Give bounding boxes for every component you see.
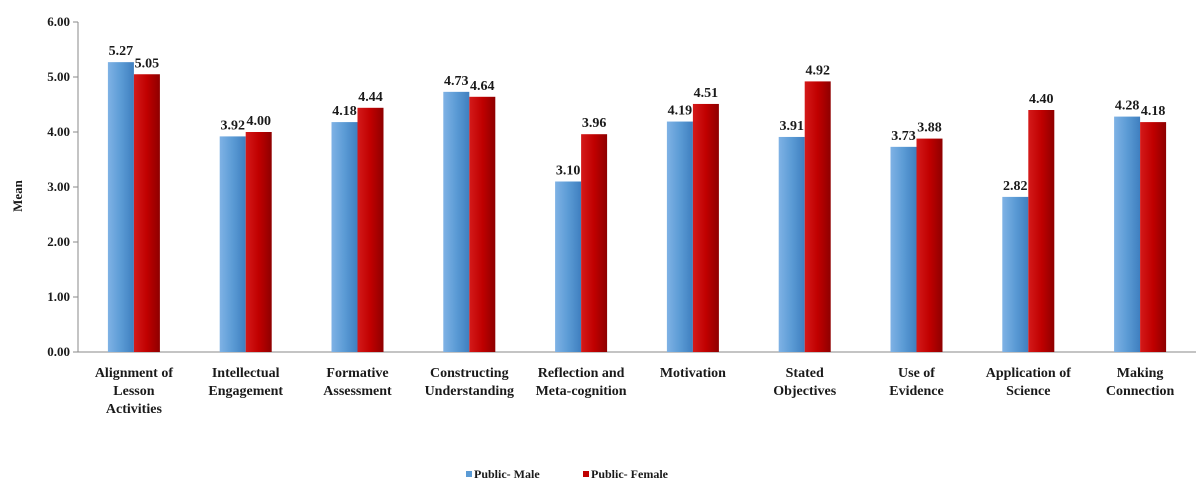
- bar-male: [555, 181, 582, 352]
- bar-female: [581, 134, 608, 352]
- y-tick-label: 5.00: [47, 69, 70, 84]
- legend-swatch-male: [466, 471, 472, 477]
- category-label-line: Understanding: [425, 384, 514, 399]
- category-label-line: Lesson: [113, 384, 154, 399]
- legend-swatch-female: [583, 471, 589, 477]
- data-label: 4.19: [668, 104, 693, 119]
- bars: [107, 62, 1167, 353]
- data-label: 4.40: [1029, 92, 1054, 107]
- bar-female: [1140, 122, 1167, 352]
- bar-male: [778, 136, 805, 352]
- bar-female: [1028, 110, 1055, 352]
- bar-male: [443, 91, 470, 352]
- data-label: 4.44: [358, 90, 383, 105]
- category-labels: Alignment of Lesson Activities Intellectual…: [95, 366, 1175, 417]
- bar-female: [804, 81, 831, 353]
- data-label: 4.92: [805, 63, 830, 78]
- category-label: Stated Objectives: [773, 366, 837, 399]
- bar-female: [916, 138, 943, 352]
- category-label-line: Stated: [786, 366, 824, 381]
- data-label: 3.73: [891, 129, 916, 144]
- bar-female: [469, 96, 496, 352]
- category-label-line: Objectives: [773, 384, 837, 399]
- bar-female: [245, 132, 272, 352]
- data-labels: 5.275.053.92 4.004.184.444.73 4.643.103.96…: [109, 44, 1166, 194]
- category-label: Intellectual Engagement: [208, 366, 283, 399]
- category-label-line: Science: [1006, 384, 1050, 399]
- y-tick-label: 3.00: [47, 179, 70, 194]
- category-label-line: Intellectual: [212, 366, 280, 381]
- category-label-line: Reflection and: [538, 366, 625, 381]
- data-label: 5.27: [109, 44, 134, 59]
- y-axis-label: Mean: [10, 179, 25, 212]
- y-tick-label: 0.00: [47, 344, 70, 359]
- bar-female: [133, 74, 160, 352]
- data-label: 3.10: [556, 164, 581, 179]
- category-label-line: Meta-cognition: [536, 384, 627, 399]
- legend-label-female: Public- Female: [591, 467, 669, 481]
- category-label-line: Connection: [1106, 384, 1175, 399]
- bar-male: [666, 121, 693, 352]
- data-label: 4.51: [694, 86, 719, 101]
- category-label: Use of Evidence: [889, 366, 943, 399]
- data-label: 3.91: [779, 119, 804, 134]
- data-label: 4.28: [1115, 99, 1140, 114]
- category-label-line: Use of: [898, 366, 935, 381]
- data-label: 3.88: [917, 121, 942, 136]
- category-label-line: Assessment: [323, 384, 392, 399]
- y-tick-label: 2.00: [47, 234, 70, 249]
- y-tick-label: 6.00: [47, 14, 70, 29]
- bar-male: [1114, 116, 1141, 352]
- bar-male: [107, 62, 134, 353]
- bar-male: [331, 122, 358, 352]
- bar-male: [890, 146, 917, 352]
- data-label: 4.18: [1141, 104, 1166, 119]
- data-label: 4.18: [332, 104, 357, 119]
- data-label: 4.73: [444, 74, 469, 89]
- data-label: 4.00: [246, 114, 271, 129]
- category-label-line: Motivation: [660, 366, 726, 381]
- category-label-line: Alignment of: [95, 366, 174, 381]
- data-label: 4.64: [470, 79, 495, 94]
- data-label: 5.05: [135, 56, 160, 71]
- category-label-line: Engagement: [208, 384, 283, 399]
- category-label-line: Constructing: [430, 366, 509, 381]
- legend: Public- Male Public- Female: [466, 467, 669, 481]
- category-label-line: Making: [1117, 366, 1164, 381]
- category-label-line: Application of: [986, 366, 1072, 381]
- bar-female: [692, 103, 719, 352]
- bar-female: [357, 107, 384, 352]
- data-label: 3.96: [582, 116, 607, 131]
- category-label: Formative Assessment: [323, 366, 392, 399]
- category-label-line: Formative: [326, 366, 388, 381]
- category-label: Reflection and Meta-cognition: [536, 366, 627, 399]
- data-label: 3.92: [220, 118, 245, 133]
- category-label-line: Activities: [106, 402, 163, 417]
- category-label: Application of Science: [986, 366, 1072, 399]
- y-tick-label: 4.00: [47, 124, 70, 139]
- category-label: Constructing Understanding: [425, 366, 514, 399]
- category-label: Alignment of Lesson Activities: [95, 366, 174, 417]
- legend-label-male: Public- Male: [474, 467, 540, 481]
- bar-male: [219, 136, 246, 352]
- category-label-line: Evidence: [889, 384, 943, 399]
- bar-male: [1002, 196, 1029, 352]
- category-label: Motivation: [660, 366, 726, 381]
- y-tick-label: 1.00: [47, 289, 70, 304]
- data-label: 2.82: [1003, 179, 1028, 194]
- category-label: Making Connection: [1106, 366, 1175, 399]
